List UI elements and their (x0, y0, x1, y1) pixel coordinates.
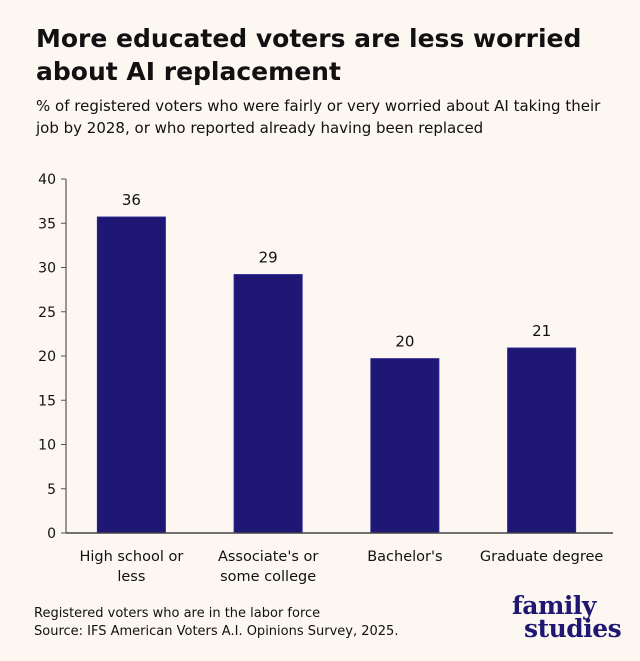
y-tick-label: 25 (38, 305, 56, 321)
y-tick-label: 35 (38, 216, 56, 232)
x-tick-label: less (117, 569, 145, 585)
data-label: 20 (395, 333, 414, 351)
logo-line-1: family (512, 591, 596, 620)
data-label: 29 (259, 249, 278, 267)
y-tick-label: 5 (47, 482, 56, 498)
bar (370, 358, 440, 534)
data-label: 21 (532, 322, 551, 340)
y-tick-label: 30 (38, 261, 56, 277)
family-studies-logo: family studies (512, 591, 622, 643)
chart-title: More educated voters are less worried ab… (36, 24, 582, 86)
x-tick-label: some college (220, 569, 316, 585)
y-tick-label: 40 (38, 172, 56, 188)
y-tick-label: 15 (38, 393, 56, 409)
footnote: Registered voters who are in the labor f… (34, 605, 398, 641)
bar (233, 274, 303, 534)
chart-subtitle: % of registered voters who were fairly o… (36, 97, 601, 137)
y-tick-label: 20 (38, 349, 56, 365)
y-tick-label: 0 (47, 526, 56, 542)
x-tick-label: High school or (79, 549, 183, 565)
bar (507, 347, 577, 534)
y-tick-label: 10 (38, 438, 56, 454)
x-tick-label: Bachelor's (367, 549, 442, 565)
data-label: 36 (122, 191, 141, 209)
x-tick-label: Graduate degree (480, 549, 603, 565)
bar (96, 216, 166, 534)
logo-line-2: studies (524, 614, 622, 643)
x-tick-label: Associate's or (218, 549, 318, 565)
footnote-source: Source: IFS American Voters A.I. Opinion… (34, 624, 399, 639)
footnote-note: Registered voters who are in the labor f… (34, 606, 321, 621)
